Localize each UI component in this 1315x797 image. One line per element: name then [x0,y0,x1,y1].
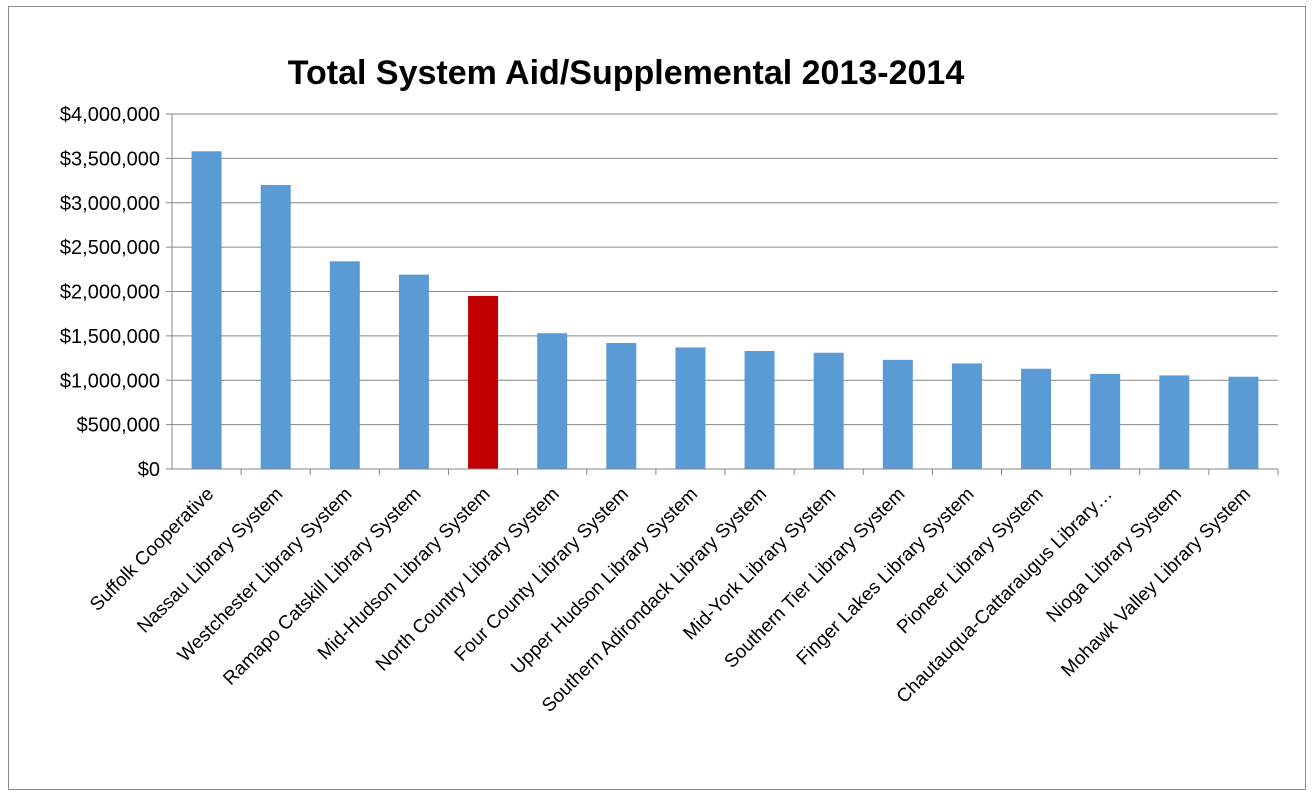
chart-title: Total System Aid/Supplemental 2013-2014 [288,54,965,92]
bar-3 [398,274,429,469]
bar-2 [329,261,360,469]
bar-15 [1228,376,1259,469]
bar-4 [468,295,499,469]
bar-chart: Total System Aid/Supplemental 2013-2014 … [60,54,1279,717]
bar-10 [882,359,913,469]
axes [171,114,1278,470]
y-tick-label: $500,000 [77,415,160,437]
bar-8 [744,350,775,469]
bar-14 [1159,375,1190,469]
x-tick-label: Nioga Library System [1043,484,1186,627]
bar-11 [951,363,982,469]
bar-12 [1021,368,1052,469]
y-axis-tick-labels: $0 $500,000 $1,000,000 $1,500,000 $2,000,000… [60,104,160,481]
y-tick-label: $1,000,000 [60,370,160,392]
y-tick-label: $1,500,000 [60,326,160,348]
bar-0 [191,151,222,469]
y-tick-label: $0 [138,459,160,481]
chart-frame: Total System Aid/Supplemental 2013-2014 … [8,6,1306,790]
y-tick-label: $2,500,000 [60,237,160,259]
bar-6 [606,342,637,469]
y-tick-label: $3,000,000 [60,193,160,215]
x-tick-label: Suffolk Cooperative [86,484,218,616]
y-tick-label: $3,500,000 [60,148,160,170]
bar-5 [537,333,568,469]
bars [191,151,1259,469]
bar-7 [675,347,706,469]
bar-9 [813,352,844,469]
bar-1 [260,185,291,469]
bar-13 [1090,374,1121,469]
y-tick-label: $2,000,000 [60,282,160,304]
y-tick-label: $4,000,000 [60,104,160,126]
